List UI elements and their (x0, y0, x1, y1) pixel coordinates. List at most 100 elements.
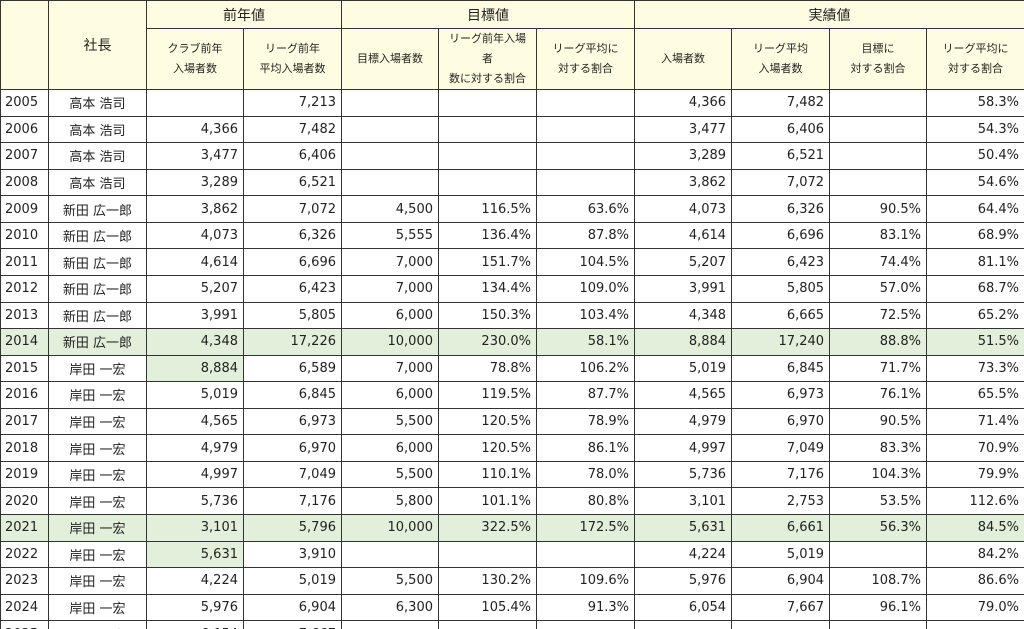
table-cell: 5,500 (341, 407, 439, 436)
table-cell: 4,224 (634, 540, 733, 569)
table-cell: 6,589 (243, 354, 342, 383)
table-cell: 81.1% (926, 248, 1024, 276)
table-cell: 5,736 (146, 487, 244, 515)
table-cell: 116.5% (438, 195, 537, 223)
table-cell: 172.5% (535, 514, 636, 542)
table-cell: 91.3% (535, 593, 636, 622)
table-cell: 79.9% (926, 460, 1024, 489)
table-row: 2022 岸田 一宏 5,631 3,910 4,224 5,019 84.2% (0, 540, 1024, 569)
table-cell: 5,500 (341, 567, 439, 595)
table-cell: 岸田 一宏 (48, 593, 147, 622)
table-cell: 70.9% (926, 434, 1024, 462)
table-cell: 7,072 (243, 195, 342, 223)
table-cell: 151.7% (438, 248, 537, 276)
table-cell: 3,991 (634, 274, 733, 303)
table-body: 2005 高本 浩司 7,213 4,366 7,482 58.3% 2006 高本 浩司 4,… (0, 89, 1024, 629)
table-cell: 6,845 (243, 381, 342, 409)
table-cell: 新田 広一郎 (48, 248, 147, 276)
header-group: 目標値 (340, 0, 636, 29)
table-cell: 6,970 (243, 434, 342, 462)
table-cell: 6,326 (243, 221, 342, 250)
table-cell: 2020 (0, 487, 49, 515)
table-cell: 6,973 (731, 381, 831, 409)
table-cell: 5,019 (634, 354, 733, 383)
table-cell (829, 540, 928, 569)
table-cell: 2012 (0, 274, 49, 303)
column-header: リーグ前年 平均入場者数 (243, 28, 342, 90)
table-cell: 6,845 (731, 354, 831, 383)
table-cell: 岸田 一宏 (48, 567, 147, 595)
table-cell: 3,910 (243, 540, 342, 569)
table-cell: 84.2% (926, 540, 1024, 569)
table-cell (634, 620, 733, 629)
table-cell: 3,101 (634, 487, 733, 515)
table-cell: 78.9% (535, 407, 636, 436)
table-cell: 5,019 (146, 381, 244, 409)
table-row: 2011 新田 広一郎 4,614 6,696 7,000 151.7% 104.5% 5,2… (0, 248, 1024, 276)
table-cell: 4,979 (634, 407, 733, 436)
table-cell: 130.2% (438, 567, 537, 595)
table-cell: 6,300 (341, 593, 439, 622)
table-cell: 136.4% (438, 221, 537, 250)
table-cell: 7,213 (243, 89, 342, 117)
table-cell: 322.5% (438, 514, 537, 542)
table-cell: 新田 広一郎 (48, 301, 147, 330)
table-cell: 90.5% (829, 407, 928, 436)
table-cell: 105.4% (438, 593, 537, 622)
table-cell: 岸田 一宏 (48, 540, 147, 569)
header-row: 社長 前年値 目標値 実績値 (0, 0, 1024, 90)
table-cell: 4,997 (146, 460, 244, 489)
table-cell: 112.6% (926, 487, 1024, 515)
table-cell: 6,521 (731, 142, 831, 170)
table-cell: 6,661 (731, 514, 831, 542)
table-cell (341, 540, 439, 569)
table-row: 2023 岸田 一宏 4,224 5,019 5,500 130.2% 109.6% 5,97… (0, 567, 1024, 595)
table-cell: 6,904 (731, 567, 831, 595)
table-cell: 新田 広一郎 (48, 274, 147, 303)
table-cell: 63.6% (535, 195, 636, 223)
table-cell: 68.7% (926, 274, 1024, 303)
table-cell: 6,973 (243, 407, 342, 436)
header-group: 前年値 (146, 0, 342, 29)
table-cell: 7,482 (731, 89, 831, 117)
table-cell: 6,406 (731, 115, 831, 144)
table-cell: 4,366 (634, 89, 733, 117)
table-cell: 72.5% (829, 301, 928, 330)
table-cell: 3,101 (146, 514, 244, 542)
table-row: 2021 岸田 一宏 3,101 5,796 10,000 322.5% 172.5% 5,6… (0, 514, 1024, 542)
table-row: 2013 新田 広一郎 3,991 5,805 6,000 150.3% 103.4% 4,3… (0, 301, 1024, 330)
table-cell: 3,289 (146, 168, 244, 197)
table-cell: 106.2% (535, 354, 636, 383)
table-cell: 5,805 (731, 274, 831, 303)
table-cell (341, 115, 439, 144)
table-cell (438, 168, 537, 197)
column-header: リーグ前年入場者 数に対する割合 (438, 28, 537, 90)
table-cell: 230.0% (438, 328, 537, 356)
table-row: 2009 新田 広一郎 3,862 7,072 4,500 116.5% 63.6% 4,07… (0, 195, 1024, 223)
table-cell: 7,176 (731, 460, 831, 489)
table-cell: 17,240 (731, 328, 831, 356)
table-cell: 103.4% (535, 301, 636, 330)
table-cell: 7,049 (243, 460, 342, 489)
table-row: 2015 岸田 一宏 8,884 6,589 7,000 78.8% 106.2% 5,019… (0, 354, 1024, 383)
table-cell: 4,565 (634, 381, 733, 409)
table-cell: 5,500 (341, 460, 439, 489)
table-cell (829, 168, 928, 197)
table-cell: 109.6% (535, 567, 636, 595)
table-cell: 119.5% (438, 381, 537, 409)
column-header: リーグ平均に 対する割合 (926, 28, 1024, 90)
table-cell: 2022 (0, 540, 49, 569)
table-cell: 6,665 (731, 301, 831, 330)
table-cell: 104.3% (829, 460, 928, 489)
table-cell: 新田 広一郎 (48, 328, 147, 356)
table-row: 2010 新田 広一郎 4,073 6,326 5,555 136.4% 87.8% 4,61… (0, 221, 1024, 250)
table-cell (341, 142, 439, 170)
table-row: 2019 岸田 一宏 4,997 7,049 5,500 110.1% 78.0% 5,736… (0, 460, 1024, 489)
table-cell: 5,976 (146, 593, 244, 622)
column-header: リーグ平均に 対する割合 (535, 28, 636, 90)
table-cell: 5,736 (634, 460, 733, 489)
table-cell: 5,805 (243, 301, 342, 330)
table-cell: 78.8% (438, 354, 537, 383)
table-cell (535, 89, 636, 117)
